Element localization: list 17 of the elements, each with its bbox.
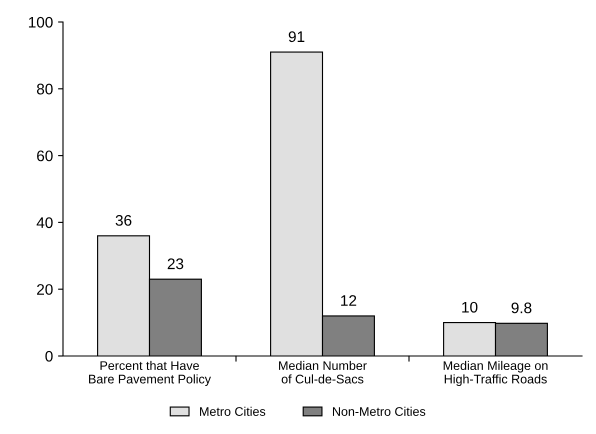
data-label: 36 <box>116 214 132 226</box>
data-label: 12 <box>341 295 356 306</box>
y-tick-label: 40 <box>36 217 53 228</box>
legend-label: Metro Cities <box>200 406 266 416</box>
data-label: 23 <box>168 258 184 270</box>
y-tick-label: 0 <box>45 350 53 362</box>
y-tick-label: 60 <box>37 150 53 162</box>
x-tick-label: Percent that Have Bare Pavement Policy <box>89 360 211 386</box>
data-label: 10 <box>462 302 478 313</box>
data-label: 9.8 <box>512 302 532 314</box>
x-tick-label: Median Mileage on High-Traffic Roads <box>444 360 548 386</box>
y-tick-label: 100 <box>28 16 53 28</box>
x-tick-label: Median Number of Cul-de-Sacs <box>279 360 367 384</box>
y-tick-label: 20 <box>37 284 53 295</box>
data-label: 91 <box>288 31 304 42</box>
y-tick-label: 80 <box>36 84 53 94</box>
legend-label: Non-Metro Cities <box>332 406 426 416</box>
